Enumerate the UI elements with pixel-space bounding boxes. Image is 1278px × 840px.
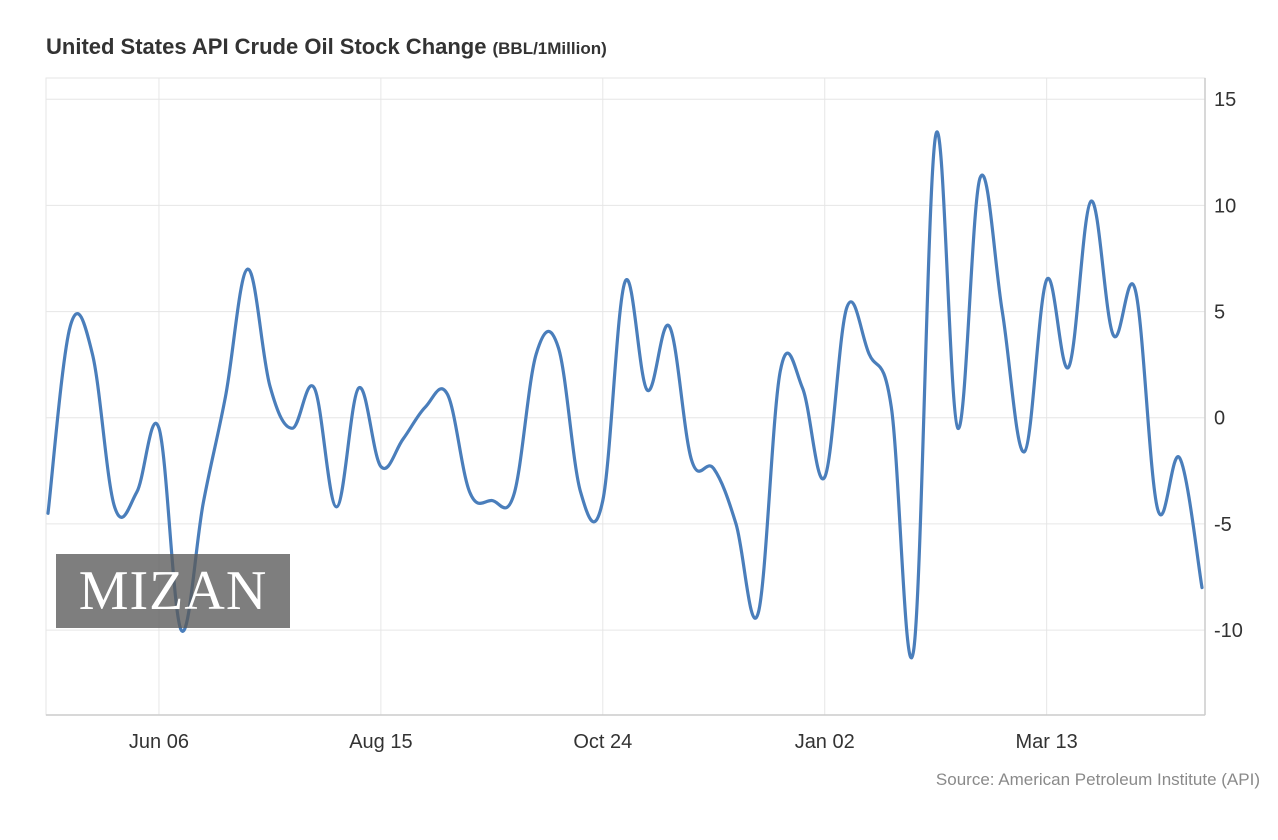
x-tick-label: Jun 06 [129,731,189,753]
x-tick-labels: Jun 06 Aug 15 Oct 24 Jan 02 Mar 13 [129,731,1078,753]
data-point [956,426,960,430]
y-tick-label: -10 [1214,620,1243,642]
data-point [512,492,516,496]
data-point [623,280,627,284]
y-tick-labels: 15 10 5 0 -5 -10 [1214,89,1243,642]
series-line [46,130,1204,660]
chart-title-text: United States API Crude Oil Stock Change [46,34,487,59]
data-point [312,386,316,390]
y-tick-label: 15 [1214,89,1236,111]
y-tick-label: 10 [1214,195,1236,217]
data-point [446,392,450,396]
data-point [534,352,538,356]
data-point [1067,365,1071,369]
axis-layer [45,77,1206,716]
data-point [978,176,982,180]
data-point [68,324,72,328]
data-point [1000,310,1004,314]
data-point [1111,333,1115,337]
data-point [1133,288,1137,292]
chart-title-unit: (BBL/1Million) [492,39,607,58]
data-point [335,505,339,509]
data-point [1089,199,1093,203]
y-tick-label: -5 [1214,514,1232,536]
data-point [268,384,272,388]
grid-layer [46,78,1205,715]
chart-title: United States API Crude Oil Stock Change… [46,34,607,60]
y-tick-label: 0 [1214,408,1225,430]
x-tick-label: Aug 15 [349,731,412,753]
data-point [889,405,893,409]
data-point [401,437,405,441]
data-point [201,501,205,505]
y-tick-label: 5 [1214,302,1225,324]
data-point [46,511,50,515]
data-point [1178,456,1182,460]
data-point [379,465,383,469]
data-point [601,499,605,503]
data-point [667,324,671,328]
data-point [712,467,716,471]
x-tick-label: Jan 02 [795,731,855,753]
x-tick-label: Oct 24 [573,731,632,753]
data-point [423,405,427,409]
data-point [934,133,938,137]
data-point [1156,507,1160,511]
data-point [290,426,294,430]
data-point [135,490,139,494]
data-point [845,305,849,309]
data-point [1023,450,1027,454]
data-point [734,522,738,526]
data-point [579,490,583,494]
data-point [1200,586,1204,590]
data-point [801,386,805,390]
data-point [1045,278,1049,282]
series-layer [46,130,1204,660]
source-note: Source: American Petroleum Institute (AP… [935,770,1260,789]
data-point [912,649,916,653]
data-point [246,267,250,271]
data-point [867,352,871,356]
data-point [556,346,560,350]
data-point [90,352,94,356]
data-point [224,395,228,399]
data-point [690,458,694,462]
data-point [490,499,494,503]
data-point [823,475,827,479]
data-point [468,490,472,494]
data-point [157,426,161,430]
data-point [756,611,760,615]
x-tick-label: Mar 13 [1016,731,1078,753]
data-point [778,369,782,373]
data-point [179,628,183,632]
data-point [357,386,361,390]
watermark-logo: MIZAN [56,554,290,628]
data-point [113,505,117,509]
data-point [645,388,649,392]
